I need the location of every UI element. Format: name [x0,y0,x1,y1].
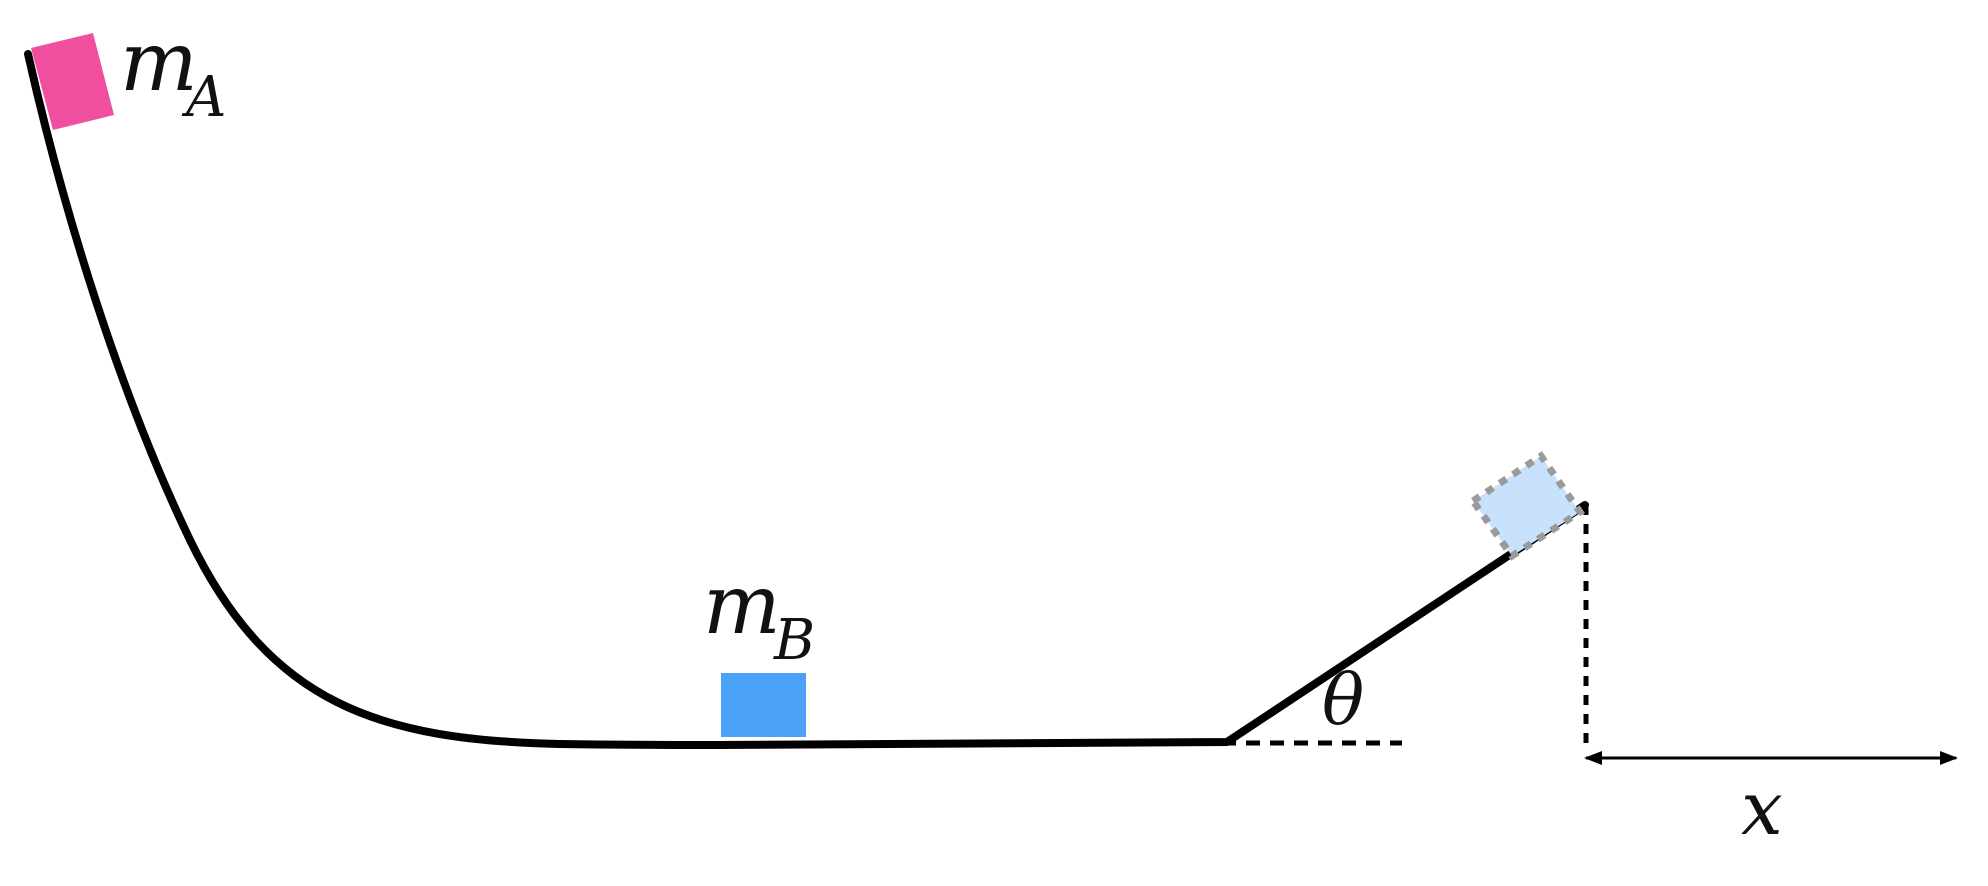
block-a [31,33,114,130]
ramp-track [24,50,1589,749]
block-b [721,673,806,737]
mass-b-label: m B [703,558,815,673]
block-b-final-position [1468,451,1585,561]
mass-a-label: m A [120,15,226,130]
distance-label: x [1741,766,1783,852]
angle-label: θ [1322,659,1364,741]
